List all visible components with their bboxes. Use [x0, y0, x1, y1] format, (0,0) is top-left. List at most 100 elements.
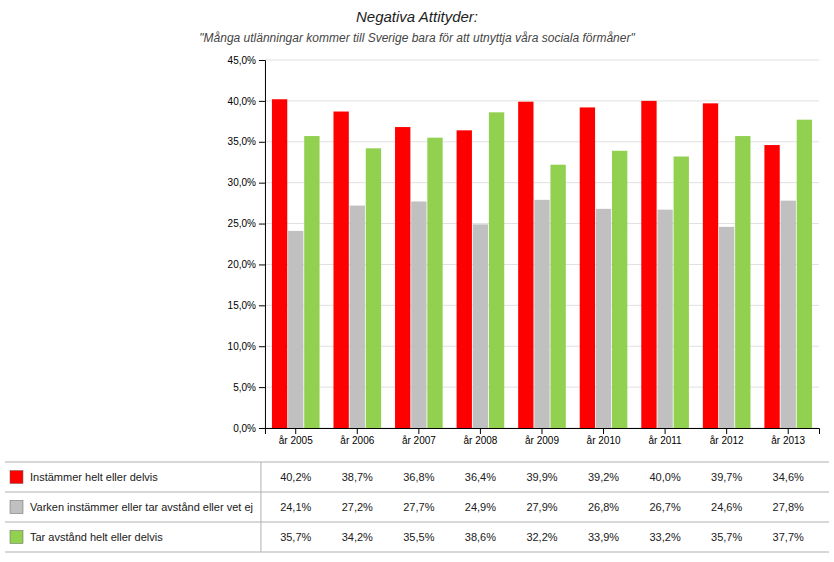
- table-value: 27,9%: [526, 501, 557, 513]
- subtitle: "Många utlänningar kommer till Sverige b…: [199, 31, 635, 45]
- y-tick-mark: [259, 346, 265, 347]
- bar: [411, 201, 426, 428]
- y-axis-line: [259, 61, 266, 429]
- y-tick: 30,0%: [228, 177, 265, 188]
- x-tick-label: år 2009: [525, 435, 559, 446]
- y-tick: 40,0%: [228, 96, 265, 107]
- x-tick-label: år 2008: [463, 435, 497, 446]
- x-tick: år 2007: [402, 428, 436, 446]
- bar: [473, 224, 488, 428]
- y-tick: 15,0%: [228, 300, 265, 311]
- grid-line: [265, 60, 819, 61]
- legend-swatch: [10, 471, 23, 484]
- bar: [350, 206, 365, 428]
- table-row: 40,2%38,7%36,8%36,4%39,9%39,2%40,0%39,7%…: [280, 471, 804, 483]
- table-value: 26,8%: [588, 501, 619, 513]
- x-tick-mark: [357, 428, 358, 434]
- x-axis: år 2005 år 2006 år 2007 år 2008 år 2009 år 20…: [265, 428, 819, 446]
- table-value: 38,6%: [465, 531, 496, 543]
- table-rule: [5, 522, 829, 523]
- bars: [272, 99, 812, 428]
- y-tick-label: 40,0%: [228, 96, 256, 107]
- x-tick-mark: [480, 428, 481, 434]
- legend-label: Instämmer helt eller delvis: [30, 471, 158, 483]
- grid-line: [265, 100, 819, 101]
- table-value: 27,2%: [342, 501, 373, 513]
- legend-label: Tar avstånd helt eller delvis: [30, 531, 163, 543]
- x-tick: år 2008: [463, 428, 497, 446]
- y-tick-label: 20,0%: [228, 259, 256, 270]
- x-tick-mark: [726, 428, 727, 434]
- bar: [550, 165, 565, 428]
- y-tick: 0,0%: [233, 423, 265, 434]
- table-divider: [260, 462, 261, 552]
- bar: [735, 136, 750, 428]
- bar-series: [272, 99, 780, 428]
- bar: [534, 200, 549, 428]
- bar: [304, 136, 319, 428]
- table-value: 33,2%: [649, 531, 680, 543]
- table-value: 34,6%: [773, 471, 804, 483]
- bar: [657, 210, 672, 428]
- bar: [719, 227, 734, 428]
- table-row: 35,7%34,2%35,5%38,6%32,2%33,9%33,2%35,7%…: [280, 531, 804, 543]
- table-value: 39,9%: [526, 471, 557, 483]
- bar-series: [288, 200, 796, 428]
- bar: [457, 130, 472, 428]
- title: Negativa Attityder:: [356, 8, 478, 25]
- table-value: 36,4%: [465, 471, 496, 483]
- x-tick-mark: [418, 428, 419, 434]
- y-tick-mark: [259, 305, 265, 306]
- y-tick: 35,0%: [228, 136, 265, 147]
- y-tick-label: 45,0%: [228, 55, 256, 66]
- y-tick: 10,0%: [228, 341, 265, 352]
- bar: [764, 145, 779, 428]
- x-tick: år 2011: [649, 428, 683, 446]
- table-value: 27,7%: [403, 501, 434, 513]
- y-tick-label: 15,0%: [228, 300, 256, 311]
- legend-swatch: [10, 531, 23, 544]
- legend-table: Instämmer helt eller delvisVarken instäm…: [5, 462, 829, 552]
- y-tick-mark: [259, 264, 265, 265]
- y-tick-mark: [259, 428, 265, 429]
- table-value: 34,2%: [342, 531, 373, 543]
- x-tick-label: år 2011: [649, 435, 683, 446]
- table-value: 39,2%: [588, 471, 619, 483]
- y-tick-label: 10,0%: [228, 341, 256, 352]
- bar: [596, 209, 611, 428]
- x-tick-label: år 2006: [340, 435, 374, 446]
- y-tick-mark: [259, 387, 265, 388]
- x-tick-mark: [788, 428, 789, 434]
- bar: [272, 99, 287, 428]
- x-tick: år 2006: [340, 428, 374, 446]
- x-tick-label: år 2013: [771, 435, 805, 446]
- x-tick: år 2012: [710, 428, 744, 446]
- x-axis-line: [265, 429, 819, 435]
- legend-swatch: [10, 501, 23, 514]
- y-tick: 20,0%: [228, 259, 265, 270]
- x-tick: år 2013: [771, 428, 805, 446]
- table-value: 37,7%: [773, 531, 804, 543]
- table-rule: [5, 462, 829, 463]
- grid: [265, 60, 819, 428]
- bar: [781, 201, 796, 428]
- y-tick-mark: [259, 101, 265, 102]
- y-tick: 5,0%: [233, 382, 265, 393]
- bar: [288, 231, 303, 428]
- y-tick-mark: [259, 142, 265, 143]
- x-tick: år 2005: [279, 428, 313, 446]
- x-tick: år 2010: [587, 428, 621, 446]
- table-value: 27,8%: [773, 501, 804, 513]
- bar: [489, 112, 504, 428]
- bar: [427, 138, 442, 428]
- bar: [333, 112, 348, 428]
- table-value: 35,7%: [280, 531, 311, 543]
- y-tick-mark: [259, 224, 265, 225]
- table-value: 36,8%: [403, 471, 434, 483]
- y-tick-label: 0,0%: [233, 423, 256, 434]
- bar: [612, 151, 627, 428]
- table-value: 33,9%: [588, 531, 619, 543]
- bar: [797, 120, 812, 428]
- table-value: 26,7%: [649, 501, 680, 513]
- x-tick-label: år 2007: [402, 435, 436, 446]
